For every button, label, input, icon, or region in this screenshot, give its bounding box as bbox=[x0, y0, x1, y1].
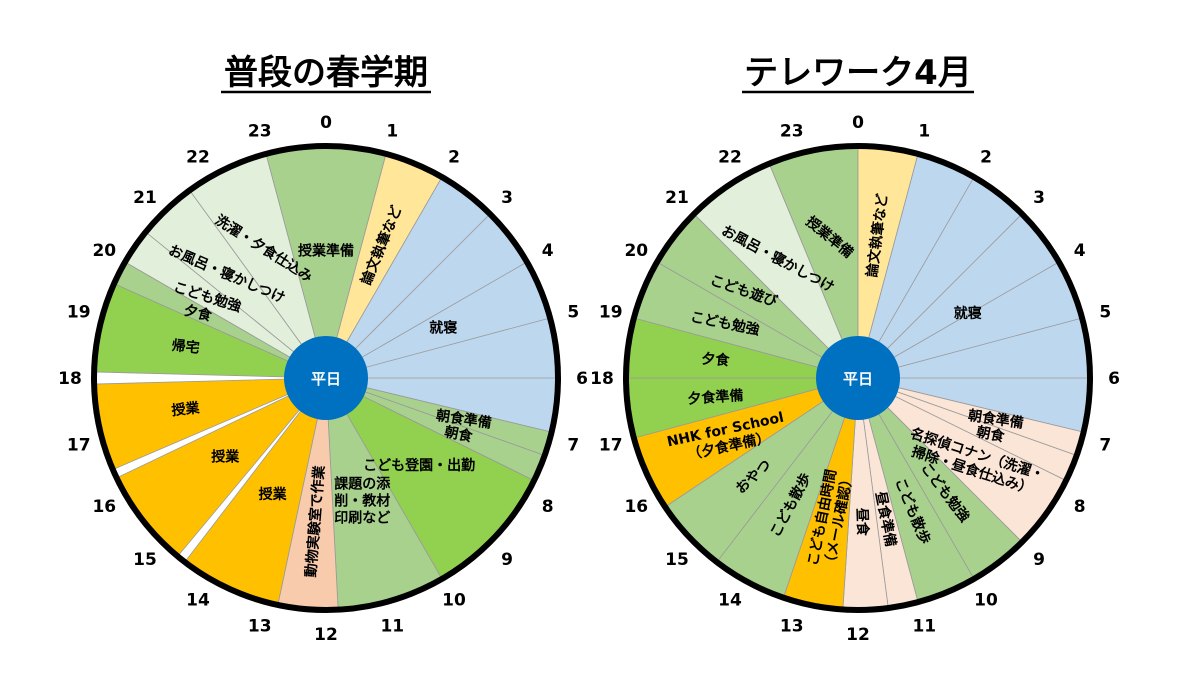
hour-tick-label: 14 bbox=[718, 591, 742, 611]
hour-tick-label: 17 bbox=[599, 435, 623, 455]
segment-label: 授業 bbox=[259, 486, 288, 503]
segment-label-line: 授業準備 bbox=[298, 242, 354, 259]
segment-label: 就寝 bbox=[954, 305, 982, 322]
hour-tick-label: 4 bbox=[1074, 241, 1086, 261]
hour-tick-label: 15 bbox=[665, 550, 689, 570]
hour-tick-label: 22 bbox=[718, 147, 742, 167]
segment-label-line: 就寝 bbox=[954, 305, 982, 322]
hour-tick-label: 8 bbox=[542, 497, 554, 517]
hour-tick-label: 12 bbox=[314, 625, 338, 645]
hour-tick-label: 19 bbox=[67, 303, 91, 323]
hour-tick-label: 10 bbox=[974, 591, 998, 611]
center-label: 平日 bbox=[843, 370, 873, 388]
segment-label: 授業準備 bbox=[298, 242, 354, 259]
segment-label: 朝食 bbox=[443, 423, 475, 445]
segment-label: こども登園・出勤 bbox=[363, 457, 475, 474]
segment-label-line: 朝食 bbox=[975, 423, 1007, 445]
chart-telework-april: テレワーク4月 授業準備 論文執筆など就寝朝食準備朝食名探偵コナン（洗濯・掃除・昼… bbox=[590, 53, 1120, 645]
segment-label: 夕食 bbox=[701, 350, 731, 369]
hour-tick-label: 1 bbox=[386, 122, 398, 142]
hour-tick-label: 9 bbox=[501, 550, 513, 570]
hour-tick-label: 2 bbox=[980, 147, 992, 167]
hour-tick-label: 23 bbox=[248, 122, 272, 142]
hour-tick-label: 1 bbox=[918, 122, 930, 142]
hour-tick-label: 8 bbox=[1074, 497, 1086, 517]
segment-label: 朝食 bbox=[975, 423, 1007, 445]
hour-tick-label: 21 bbox=[665, 188, 689, 208]
hour-tick-label: 10 bbox=[442, 591, 466, 611]
hour-tick-label: 13 bbox=[248, 616, 272, 636]
hour-tick-label: 3 bbox=[1033, 188, 1045, 208]
hour-tick-label: 12 bbox=[846, 625, 870, 645]
hour-tick-label: 7 bbox=[567, 435, 579, 455]
hour-tick-label: 22 bbox=[186, 147, 210, 167]
hour-tick-label: 6 bbox=[1108, 369, 1120, 389]
segment-label: 課題の添削・教材印刷など bbox=[334, 475, 391, 526]
hour-tick-label: 17 bbox=[67, 435, 91, 455]
center-badge bbox=[284, 336, 368, 420]
hour-tick-label: 11 bbox=[380, 616, 404, 636]
chart-title: 普段の春学期 bbox=[224, 53, 428, 93]
segment-label-line: こども登園・出勤 bbox=[363, 457, 475, 474]
segment-label-line: 朝食 bbox=[443, 423, 475, 445]
segment-label: 就寝 bbox=[429, 320, 457, 337]
hour-tick-label: 6 bbox=[576, 369, 588, 389]
hour-tick-label: 20 bbox=[624, 241, 648, 261]
hour-tick-label: 3 bbox=[501, 188, 513, 208]
hour-tick-label: 2 bbox=[448, 147, 460, 167]
hour-tick-label: 20 bbox=[92, 241, 116, 261]
segment-label-line: 課題の添 bbox=[334, 475, 391, 492]
hour-tick-label: 5 bbox=[1099, 303, 1111, 323]
hour-tick-label: 11 bbox=[912, 616, 936, 636]
segment-label: 夕食 bbox=[182, 302, 214, 325]
segment-label: 帰宅 bbox=[171, 337, 201, 357]
segment-label-line: 昼食 bbox=[853, 508, 871, 538]
segment-label-line: 削・教材 bbox=[334, 492, 390, 509]
hour-tick-label: 16 bbox=[92, 497, 116, 517]
hour-tick-label: 19 bbox=[599, 303, 623, 323]
segment-label-line: 授業 bbox=[211, 448, 240, 465]
segment-label-line: 印刷など bbox=[334, 509, 390, 526]
segment-label: 授業 bbox=[171, 399, 202, 419]
segment-label-line: 夕食準備 bbox=[687, 387, 744, 408]
segment-label: 昼食 bbox=[853, 508, 871, 538]
hour-tick-label: 9 bbox=[1033, 550, 1045, 570]
segment-label-line: 就寝 bbox=[429, 320, 457, 337]
segment-label-line: 授業 bbox=[171, 399, 202, 419]
hour-tick-label: 0 bbox=[320, 113, 332, 133]
center-label: 平日 bbox=[311, 370, 341, 388]
hour-tick-label: 15 bbox=[133, 550, 157, 570]
segment-label-line: 夕食 bbox=[182, 302, 214, 325]
hour-tick-label: 4 bbox=[542, 241, 554, 261]
segment-label-line: 夕食 bbox=[701, 350, 731, 369]
hour-tick-label: 0 bbox=[852, 113, 864, 133]
clock-rim bbox=[91, 143, 561, 613]
hour-tick-label: 13 bbox=[780, 616, 804, 636]
segment-label-line: 授業 bbox=[259, 486, 288, 503]
segment-label-line: 帰宅 bbox=[171, 337, 201, 357]
segment-label: 授業 bbox=[211, 448, 240, 465]
chart-title: テレワーク4月 bbox=[744, 53, 972, 93]
segment-label: 夕食準備 bbox=[687, 387, 744, 408]
hour-tick-label: 7 bbox=[1099, 435, 1111, 455]
hour-tick-label: 23 bbox=[780, 122, 804, 142]
hour-tick-label: 21 bbox=[133, 188, 157, 208]
center-badge bbox=[816, 336, 900, 420]
hour-tick-label: 14 bbox=[186, 591, 210, 611]
hour-tick-label: 18 bbox=[590, 369, 614, 389]
hour-tick-label: 18 bbox=[58, 369, 82, 389]
clock-rim bbox=[623, 143, 1093, 613]
hour-tick-label: 5 bbox=[567, 303, 579, 323]
chart-regular-spring-semester: 普段の春学期 授業準備 論文執筆など就寝朝食準備朝食こども登園・出勤課題の添削・教… bbox=[58, 53, 588, 645]
hour-tick-label: 16 bbox=[624, 497, 648, 517]
